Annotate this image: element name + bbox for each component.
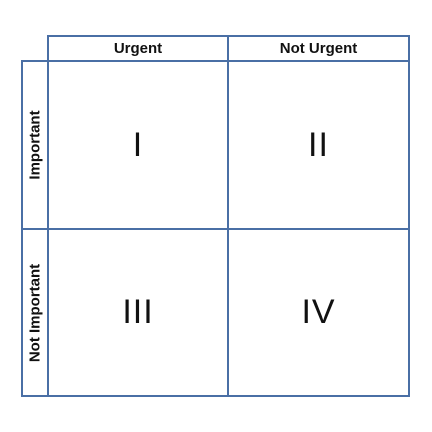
- quadrant-2: II: [227, 60, 410, 230]
- row-header-not-important: Not Important: [21, 228, 49, 397]
- quadrant-3: III: [47, 228, 229, 397]
- row-header-important: Important: [21, 60, 49, 230]
- column-header-urgent: Urgent: [47, 35, 229, 62]
- row-label-not-important: Not Important: [26, 263, 44, 362]
- quadrant-4: IV: [227, 228, 410, 397]
- row-label-important: Important: [26, 110, 44, 180]
- column-header-not-urgent: Not Urgent: [227, 35, 410, 62]
- quadrant-1: I: [47, 60, 229, 230]
